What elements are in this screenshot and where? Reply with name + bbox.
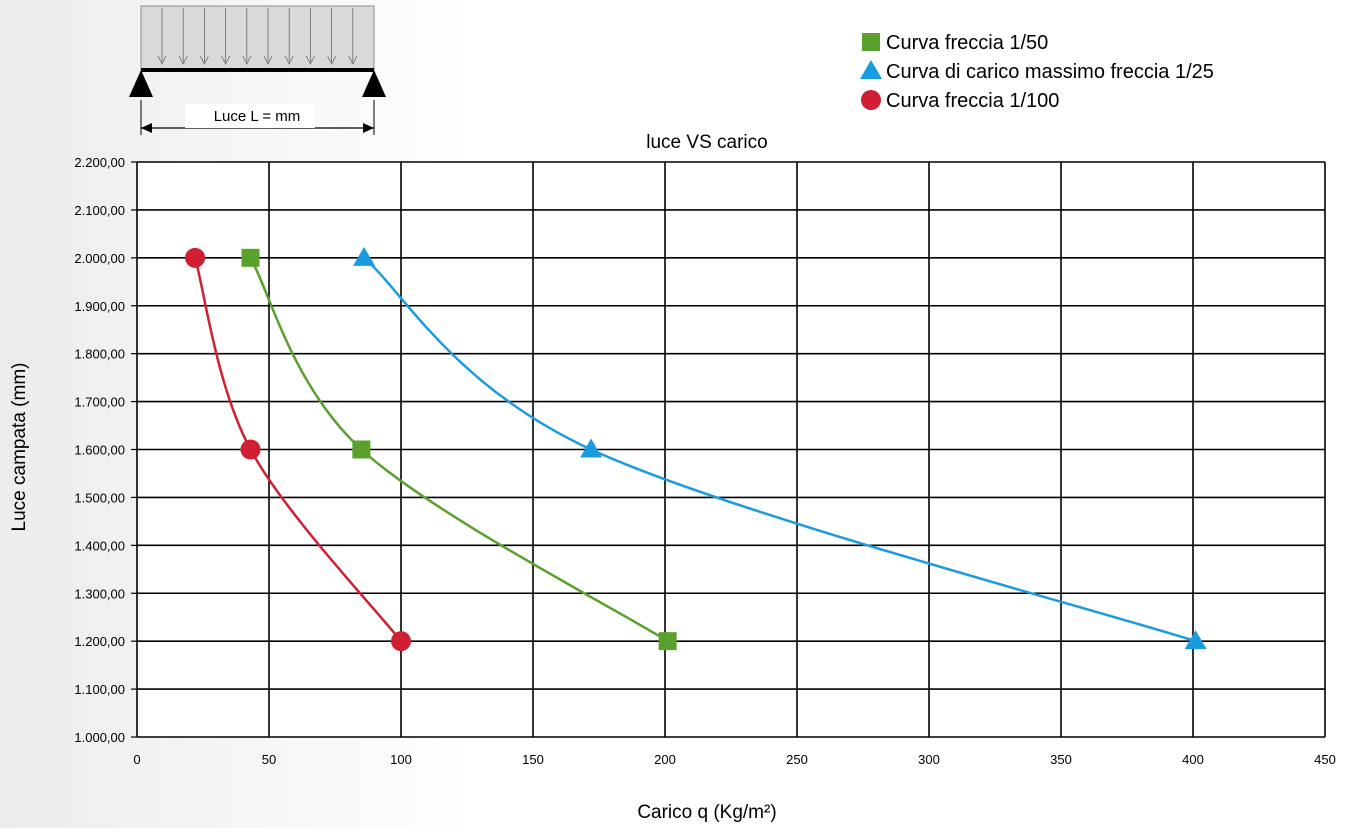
- y-tick-label: 1.000,00: [74, 730, 125, 745]
- x-tick-label: 200: [654, 752, 676, 767]
- legend-marker-triangle: [860, 60, 882, 79]
- y-tick-label: 1.100,00: [74, 682, 125, 697]
- y-tick-label: 2.000,00: [74, 251, 125, 266]
- y-tick-label: 1.800,00: [74, 347, 125, 362]
- x-axis-label: Carico q (Kg/m²): [637, 802, 776, 823]
- y-axis-label: Luce campata (mm): [9, 363, 30, 532]
- span-arrow-right-icon: [363, 123, 374, 133]
- span-label: Luce L = mm: [214, 108, 301, 125]
- data-point-circle: [391, 631, 411, 652]
- load-arrow-head-icon: [284, 55, 294, 65]
- load-arrow-head-icon: [178, 55, 188, 65]
- y-tick-label: 1.300,00: [74, 586, 125, 601]
- load-arrow-head-icon: [348, 55, 358, 65]
- legend-marker-circle: [861, 90, 881, 110]
- distributed-load-area: [140, 5, 375, 70]
- data-point-square: [658, 632, 677, 651]
- y-tick-label: 1.400,00: [74, 538, 125, 553]
- x-tick-label: 0: [133, 752, 140, 767]
- data-point-circle: [185, 247, 206, 268]
- y-tick-label: 1.200,00: [74, 634, 125, 649]
- load-arrow-head-icon: [263, 55, 273, 65]
- load-arrows: [157, 8, 358, 65]
- y-tick-label: 2.200,00: [74, 155, 125, 170]
- left-support-icon: [129, 70, 153, 97]
- plot-area: 1.000,00 1.100,00 1.200,00 1.300,00 1.400,00…: [74, 155, 1335, 767]
- legend-label: Curva freccia 1/50: [886, 32, 1048, 54]
- y-tick-label: 1.700,00: [74, 395, 125, 410]
- data-point-triangle: [580, 438, 603, 458]
- load-arrow-head-icon: [157, 55, 167, 65]
- y-tick-label: 2.100,00: [74, 203, 125, 218]
- x-tick-label: 450: [1314, 752, 1336, 767]
- span-arrow-left-icon: [141, 123, 152, 133]
- load-arrow-head-icon: [221, 55, 230, 65]
- y-tick-label: 1.900,00: [74, 299, 125, 314]
- load-arrow-head-icon: [242, 55, 252, 65]
- load-arrow-head-icon: [200, 55, 209, 65]
- x-tick-label: 250: [786, 752, 808, 767]
- y-tick-label: 1.500,00: [74, 490, 125, 505]
- span-label-box: [185, 104, 315, 128]
- grid: [131, 161, 1326, 738]
- data-point-square: [241, 248, 260, 267]
- legend-label: Curva di carico massimo freccia 1/25: [886, 61, 1214, 83]
- series-line-triangle: [363, 256, 1197, 643]
- x-tick-label: 300: [918, 752, 940, 767]
- data-point-square: [352, 440, 371, 459]
- legend-marker-square: [862, 33, 880, 51]
- data-point-circle: [240, 439, 261, 460]
- legend: Curva freccia 1/50 Curva di carico massim…: [860, 32, 1214, 112]
- data-point-triangle: [353, 246, 376, 266]
- x-tick-label: 400: [1182, 752, 1204, 767]
- load-arrow-head-icon: [306, 55, 315, 65]
- x-tick-label: 150: [522, 752, 544, 767]
- x-tick-label: 100: [390, 752, 412, 767]
- right-support-icon: [362, 70, 386, 97]
- x-tick-label: 50: [262, 752, 276, 767]
- x-tick-label: 350: [1050, 752, 1072, 767]
- y-axis-ticks: 1.000,00 1.100,00 1.200,00 1.300,00 1.400,00…: [74, 155, 125, 745]
- chart-title: luce VS carico: [646, 132, 767, 153]
- data-point-triangle: [1184, 630, 1207, 650]
- series-markers: [185, 246, 1207, 652]
- legend-label: Curva freccia 1/100: [886, 90, 1059, 112]
- series-line-square: [249, 257, 669, 643]
- beam-load-diagram: Luce L = mm: [129, 5, 386, 135]
- load-arrow-head-icon: [327, 55, 336, 65]
- y-tick-label: 1.600,00: [74, 443, 125, 458]
- x-axis-ticks: 0 50 100 150 200 250 300 350 400 450: [133, 752, 1335, 767]
